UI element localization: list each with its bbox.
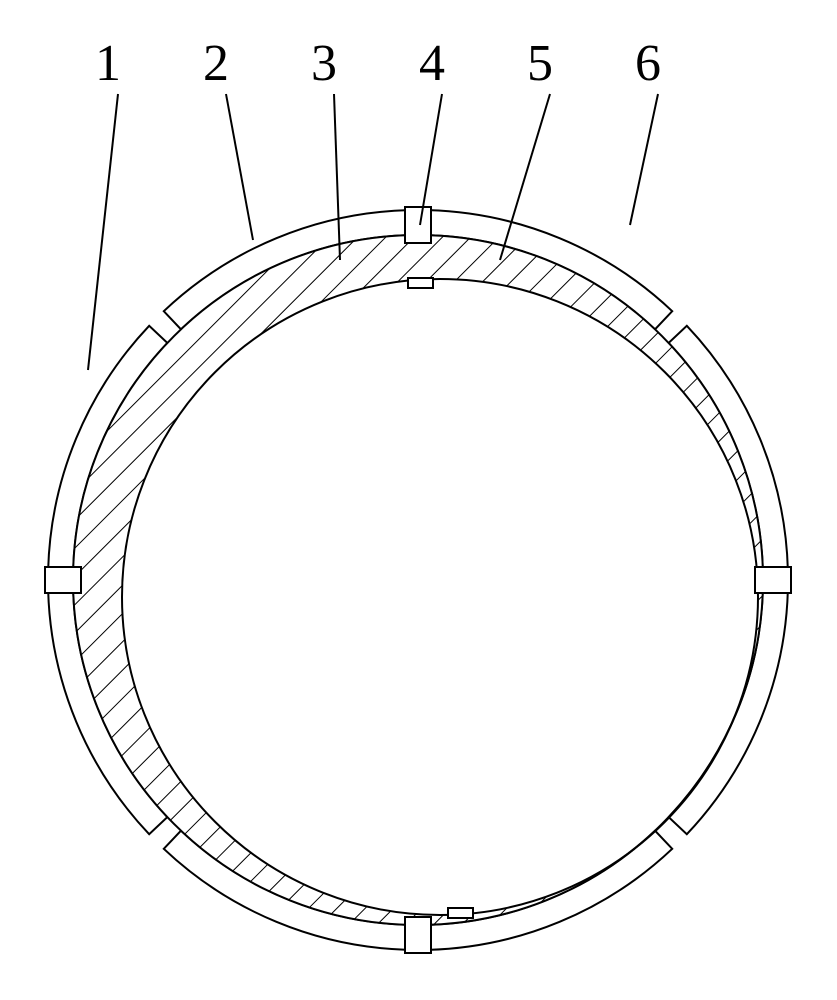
leader-line-1 <box>88 94 118 370</box>
leader-line-6 <box>630 94 658 225</box>
label-4: 4 <box>419 35 445 92</box>
label-2: 2 <box>203 35 229 92</box>
label-5: 5 <box>527 35 553 92</box>
inner-slot-bottom <box>448 908 473 918</box>
connector-right <box>755 567 791 593</box>
label-6: 6 <box>635 35 661 92</box>
inner-slot-top <box>408 278 433 288</box>
outer-ring <box>48 210 788 950</box>
inner-circle <box>122 279 758 915</box>
label-3: 3 <box>311 35 337 92</box>
leader-line-4 <box>420 94 442 225</box>
crescent-hatched <box>73 235 763 925</box>
leader-line-2 <box>226 94 253 240</box>
connectors <box>45 207 791 953</box>
connector-top <box>405 207 431 243</box>
connector-bottom <box>405 917 431 953</box>
connector-left <box>45 567 81 593</box>
label-1: 1 <box>95 35 121 92</box>
